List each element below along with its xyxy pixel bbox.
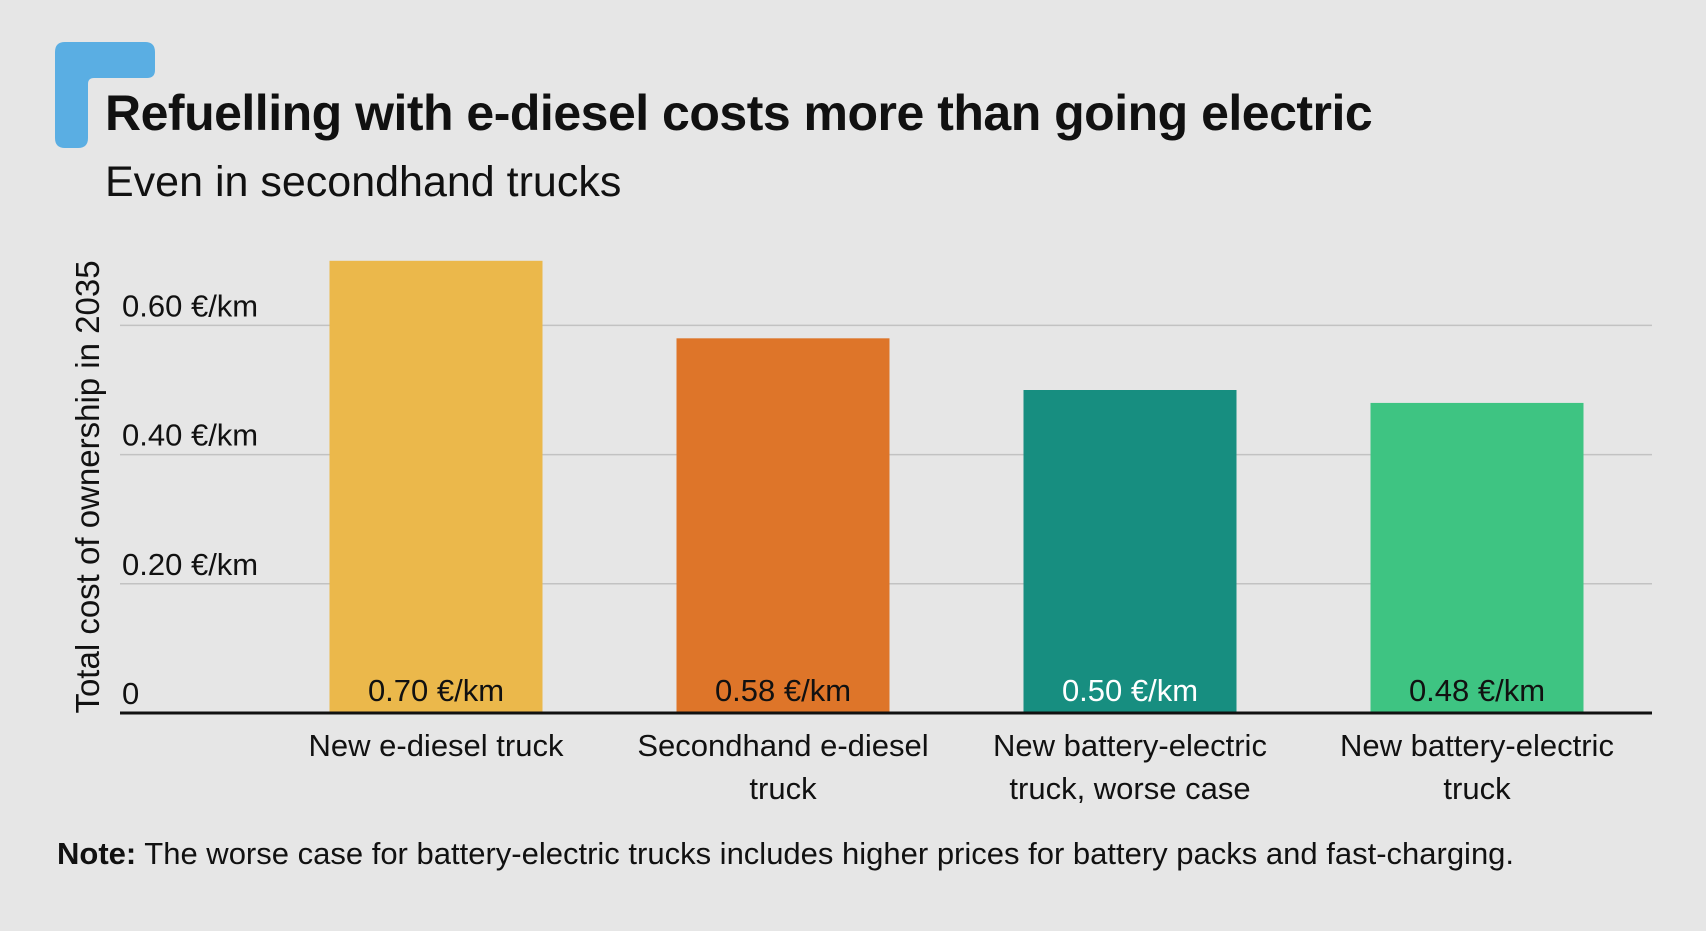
- bar-value-label: 0.50 €/km: [1062, 673, 1198, 708]
- chart-title: Refuelling with e-diesel costs more than…: [105, 85, 1373, 141]
- bar-4: [1370, 402, 1584, 713]
- brand-logo: [55, 42, 155, 150]
- x-category-label: New e-diesel truck: [309, 728, 564, 763]
- note-label: Note:: [57, 836, 137, 871]
- bar-3: [1023, 390, 1237, 713]
- y-axis-label: Total cost of ownership in 2035: [69, 260, 106, 713]
- footnote: Note: The worse case for battery-electri…: [57, 836, 1514, 872]
- bar-value-label: 0.70 €/km: [368, 673, 504, 708]
- x-category-label: truck: [1443, 771, 1511, 806]
- x-category-label: New battery-electric: [1340, 728, 1614, 763]
- bar-2: [676, 338, 890, 713]
- y-tick-label: 0: [122, 676, 139, 711]
- value-labels: 0.70 €/km 0.58 €/km 0.50 €/km 0.48 €/km: [368, 673, 1545, 708]
- bar-value-label: 0.58 €/km: [715, 673, 851, 708]
- note-text: The worse case for battery-electric truc…: [136, 836, 1515, 871]
- bar-value-label: 0.48 €/km: [1409, 673, 1545, 708]
- y-tick-labels: 0 0.20 €/km 0.40 €/km 0.60 €/km: [122, 288, 258, 711]
- x-category-label: truck: [749, 771, 817, 806]
- bars: [329, 260, 1584, 713]
- logo-corner-mark: [55, 42, 155, 150]
- x-category-labels: New e-diesel truck Secondhand e-diesel tru…: [309, 728, 1614, 806]
- x-category-label: Secondhand e-diesel: [637, 728, 928, 763]
- y-tick-label: 0.40 €/km: [122, 418, 258, 453]
- x-category-label: New battery-electric: [993, 728, 1267, 763]
- y-tick-label: 0.60 €/km: [122, 288, 258, 323]
- bar-1: [329, 260, 543, 713]
- chart-subtitle: Even in secondhand trucks: [105, 158, 622, 206]
- x-category-label: truck, worse case: [1009, 771, 1250, 806]
- y-tick-label: 0.20 €/km: [122, 547, 258, 582]
